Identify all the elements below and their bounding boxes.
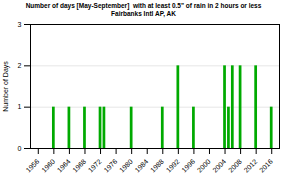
svg-text:2: 2 <box>18 62 22 69</box>
svg-text:1996: 1996 <box>180 157 196 173</box>
svg-text:1984: 1984 <box>134 157 150 173</box>
svg-text:0: 0 <box>18 144 22 151</box>
svg-text:2012: 2012 <box>242 157 258 173</box>
svg-text:1: 1 <box>18 103 22 110</box>
html-text:Number of days [May-September]: Number of days [May-September] with at l… <box>25 2 262 9</box>
svg-text:1976: 1976 <box>102 157 118 173</box>
svg-text:1972: 1972 <box>87 157 103 173</box>
svg-text:1960: 1960 <box>40 157 56 173</box>
svg-text:Number of Days: Number of Days <box>2 60 10 111</box>
svg-text:1956: 1956 <box>25 157 41 173</box>
svg-text:2008: 2008 <box>227 157 243 173</box>
html-text:Fairbanks Intl AP, AK: Fairbanks Intl AP, AK <box>111 9 176 17</box>
svg-text:2004: 2004 <box>211 157 227 173</box>
svg-text:2000: 2000 <box>196 157 212 173</box>
svg-text:1992: 1992 <box>165 157 181 173</box>
svg-text:1968: 1968 <box>71 157 87 173</box>
svg-text:1964: 1964 <box>56 157 72 173</box>
svg-text:1980: 1980 <box>118 157 134 173</box>
svg-text:2016: 2016 <box>258 157 274 173</box>
svg-text:3: 3 <box>18 20 22 27</box>
svg-text:1988: 1988 <box>149 157 165 173</box>
